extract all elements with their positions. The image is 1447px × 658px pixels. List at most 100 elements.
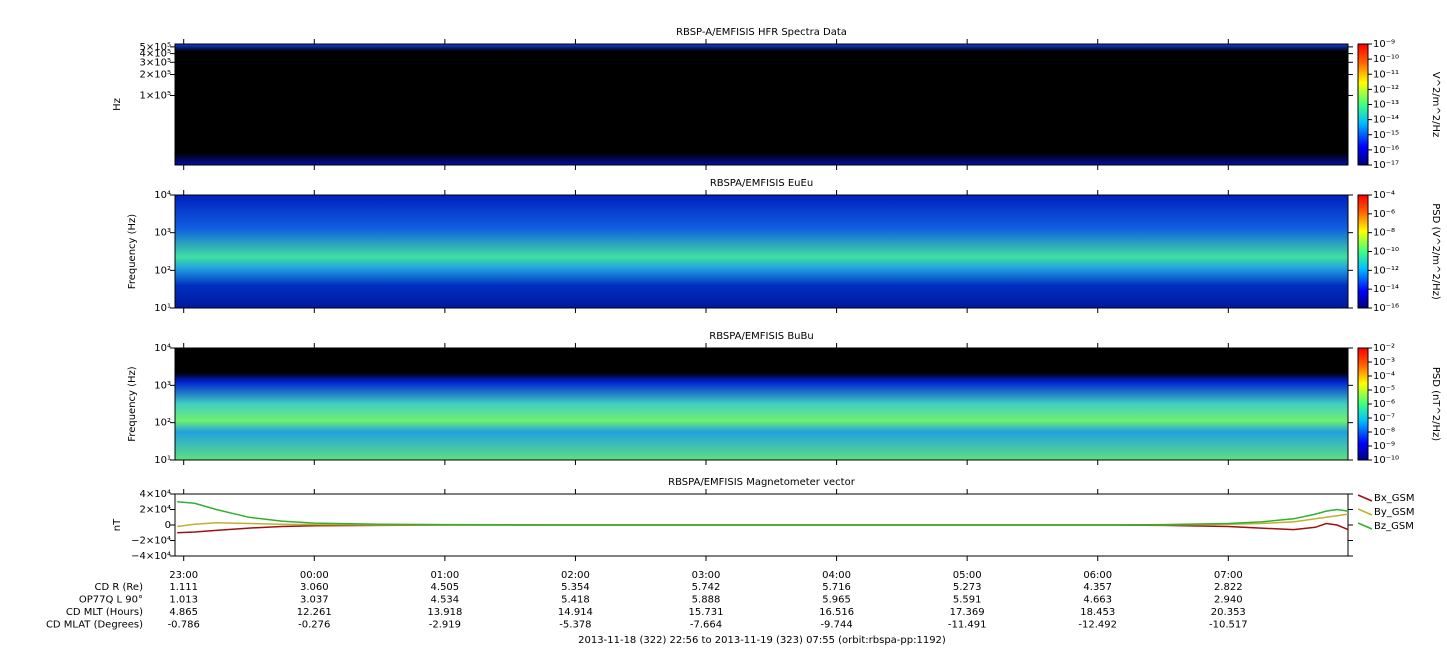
ephemeris-value: 13.918 bbox=[427, 607, 462, 618]
panel-title: RBSPA/EMFISIS EuEu bbox=[710, 178, 813, 189]
legend-swatch bbox=[1357, 522, 1373, 530]
ephemeris-value: 17.369 bbox=[950, 607, 985, 618]
ephemeris-value: -12.492 bbox=[1078, 620, 1117, 631]
colorbar-tick-label: 10⁻⁴ bbox=[1373, 371, 1395, 382]
x-tick-label: 23:00 bbox=[169, 570, 198, 581]
x-tick-label: 00:00 bbox=[300, 570, 329, 581]
x-tick-label: 02:00 bbox=[561, 570, 590, 581]
ephemeris-value: 4.865 bbox=[169, 607, 198, 618]
colorbar-tick-label: 10⁻¹¹ bbox=[1373, 69, 1399, 80]
colorbar bbox=[1357, 194, 1369, 309]
y-tick-label: 2×10⁵ bbox=[140, 70, 171, 81]
ephemeris-value: -0.786 bbox=[168, 620, 200, 631]
panel-title: RBSP-A/EMFISIS HFR Spectra Data bbox=[676, 27, 847, 38]
ephemeris-value: -9.744 bbox=[820, 620, 852, 631]
panel-title: RBSPA/EMFISIS BuBu bbox=[709, 331, 813, 342]
colorbar-tick-label: 10⁻¹⁰ bbox=[1373, 455, 1399, 466]
ephemeris-value: -10.517 bbox=[1209, 620, 1248, 631]
panel-title: RBSPA/EMFISIS Magnetometer vector bbox=[668, 477, 856, 488]
y-tick-label: 10¹ bbox=[154, 455, 171, 466]
colorbar bbox=[1357, 43, 1369, 166]
x-tick-label: 03:00 bbox=[692, 570, 721, 581]
y-axis-label: nT bbox=[112, 518, 123, 531]
plot-frame bbox=[174, 347, 1349, 461]
ephemeris-value: 5.965 bbox=[822, 595, 851, 606]
colorbar-tick-label: 10⁻¹⁰ bbox=[1373, 247, 1399, 258]
ephemeris-value: 15.731 bbox=[689, 607, 724, 618]
ephemeris-value: 5.716 bbox=[822, 582, 851, 593]
plot-frame bbox=[174, 194, 1349, 309]
y-axis-label: Frequency (Hz) bbox=[127, 366, 138, 442]
ephemeris-label: CD MLT (Hours) bbox=[66, 607, 143, 618]
y-axis-label: Frequency (Hz) bbox=[127, 214, 138, 290]
y-tick-label: 10² bbox=[154, 265, 171, 276]
ephemeris-value: -2.919 bbox=[429, 620, 461, 631]
ephemeris-value: 3.037 bbox=[300, 595, 329, 606]
ephemeris-value: 5.273 bbox=[953, 582, 982, 593]
colorbar-tick-label: 10⁻¹² bbox=[1373, 265, 1399, 276]
colorbar-tick-label: 10⁻¹⁴ bbox=[1373, 284, 1399, 295]
ephemeris-value: -7.664 bbox=[690, 620, 722, 631]
ephemeris-label: OP77Q L 90° bbox=[79, 595, 143, 606]
ephemeris-value: -0.276 bbox=[298, 620, 330, 631]
colorbar-tick-label: 10⁻⁹ bbox=[1373, 441, 1395, 452]
ephemeris-value: -11.491 bbox=[948, 620, 987, 631]
y-tick-label: 4×10⁵ bbox=[140, 49, 171, 60]
y-tick-label: 10³ bbox=[154, 380, 171, 391]
colorbar-tick-label: 10⁻¹⁶ bbox=[1373, 145, 1399, 156]
colorbar-tick-label: 10⁻⁸ bbox=[1373, 228, 1395, 239]
colorbar-tick-label: 10⁻⁶ bbox=[1373, 209, 1395, 220]
colorbar-tick-label: 10⁻³ bbox=[1373, 357, 1395, 368]
colorbar-tick-label: 10⁻⁸ bbox=[1373, 427, 1395, 438]
plot-frame bbox=[174, 43, 1349, 166]
y-tick-label: −4×10⁴ bbox=[131, 551, 171, 562]
ephemeris-value: 5.418 bbox=[561, 595, 590, 606]
ephemeris-value: 12.261 bbox=[297, 607, 332, 618]
y-tick-label: 10¹ bbox=[154, 303, 171, 314]
y-tick-label: 3×10⁵ bbox=[140, 57, 171, 68]
colorbar-tick-label: 10⁻⁵ bbox=[1373, 385, 1395, 396]
y-tick-label: −2×10⁴ bbox=[131, 536, 171, 547]
colorbar-tick-label: 10⁻¹⁰ bbox=[1373, 54, 1399, 65]
ephemeris-value: 4.505 bbox=[431, 582, 460, 593]
ephemeris-value: 4.534 bbox=[431, 595, 460, 606]
ephemeris-value: 2.822 bbox=[1214, 582, 1243, 593]
ephemeris-value: 16.516 bbox=[819, 607, 854, 618]
colorbar-tick-label: 10⁻⁶ bbox=[1373, 399, 1395, 410]
ephemeris-value: 5.888 bbox=[692, 595, 721, 606]
y-tick-label: 2×10⁴ bbox=[140, 505, 171, 516]
colorbar bbox=[1357, 347, 1369, 461]
colorbar-tick-label: 10⁻⁷ bbox=[1373, 413, 1395, 424]
x-tick-label: 05:00 bbox=[953, 570, 982, 581]
colorbar-tick-label: 10⁻¹³ bbox=[1373, 100, 1399, 111]
colorbar-tick-label: 10⁻¹⁶ bbox=[1373, 303, 1399, 314]
ephemeris-value: 4.663 bbox=[1083, 595, 1112, 606]
ephemeris-value: 4.357 bbox=[1083, 582, 1112, 593]
ephemeris-value: 14.914 bbox=[558, 607, 593, 618]
legend-label: Bz_GSM bbox=[1374, 521, 1414, 532]
y-tick-label: 0 bbox=[165, 520, 171, 531]
ephemeris-value: 3.060 bbox=[300, 582, 329, 593]
legend-swatch bbox=[1357, 508, 1373, 516]
ephemeris-value: 18.453 bbox=[1080, 607, 1115, 618]
colorbar-label: V^2/m^2/Hz bbox=[1430, 72, 1441, 138]
ephemeris-value: -5.378 bbox=[559, 620, 591, 631]
colorbar-tick-label: 10⁻¹⁴ bbox=[1373, 115, 1399, 126]
colorbar-label: PSD (nT^2/Hz) bbox=[1430, 367, 1441, 441]
spectrogram-image bbox=[175, 44, 1348, 165]
colorbar-label: PSD (V^2/m^2/Hz) bbox=[1430, 203, 1441, 300]
colorbar-tick-label: 10⁻⁹ bbox=[1373, 39, 1395, 50]
colorbar-tick-label: 10⁻¹⁷ bbox=[1373, 160, 1399, 171]
y-tick-label: 10⁴ bbox=[154, 343, 171, 354]
y-tick-label: 4×10⁴ bbox=[140, 489, 171, 500]
ephemeris-value: 5.742 bbox=[692, 582, 721, 593]
ephemeris-value: 5.354 bbox=[561, 582, 590, 593]
ephemeris-value: 5.591 bbox=[953, 595, 982, 606]
y-axis-label: Hz bbox=[112, 98, 123, 111]
x-tick-label: 07:00 bbox=[1214, 570, 1243, 581]
ephemeris-value: 20.353 bbox=[1211, 607, 1246, 618]
colorbar-tick-label: 10⁻⁴ bbox=[1373, 190, 1395, 201]
ephemeris-label: CD MLAT (Degrees) bbox=[46, 620, 143, 631]
x-tick-label: 01:00 bbox=[430, 570, 459, 581]
